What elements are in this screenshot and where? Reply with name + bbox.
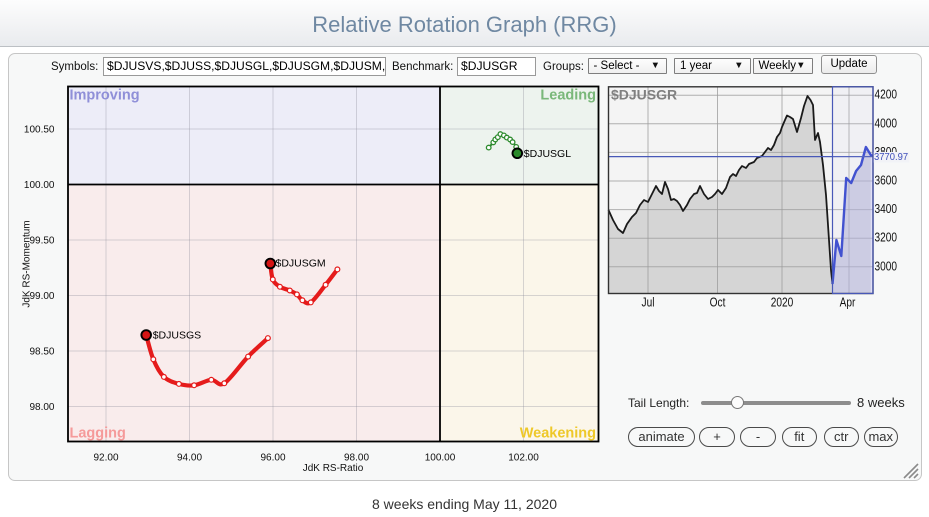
svg-text:3400: 3400 <box>875 202 898 216</box>
svg-text:102.00: 102.00 <box>508 453 539 464</box>
svg-text:Leading: Leading <box>540 88 596 104</box>
svg-text:$DJUSGR: $DJUSGR <box>611 87 677 103</box>
svg-text:3770.97: 3770.97 <box>874 152 909 164</box>
svg-text:94.00: 94.00 <box>177 453 202 464</box>
svg-text:92.00: 92.00 <box>93 453 118 464</box>
svg-text:Lagging: Lagging <box>70 426 126 442</box>
svg-text:$DJUSGM: $DJUSGM <box>276 258 326 270</box>
svg-text:Improving: Improving <box>70 88 140 104</box>
svg-text:98.50: 98.50 <box>29 347 54 358</box>
svg-text:JdK RS-Ratio: JdK RS-Ratio <box>303 463 364 474</box>
svg-text:3000: 3000 <box>875 259 898 273</box>
svg-text:98.00: 98.00 <box>29 402 54 413</box>
svg-text:$DJUSGS: $DJUSGS <box>153 330 201 342</box>
svg-text:Oct: Oct <box>710 295 726 309</box>
svg-text:98.00: 98.00 <box>344 453 369 464</box>
svg-text:3600: 3600 <box>875 173 898 187</box>
svg-text:99.50: 99.50 <box>29 236 54 247</box>
svg-text:Apr: Apr <box>840 295 856 309</box>
svg-text:96.00: 96.00 <box>260 453 285 464</box>
svg-text:100.00: 100.00 <box>425 453 456 464</box>
svg-text:100.50: 100.50 <box>24 125 55 136</box>
svg-text:100.00: 100.00 <box>24 180 55 191</box>
svg-text:4000: 4000 <box>875 116 898 130</box>
svg-text:2020: 2020 <box>771 295 794 309</box>
svg-text:99.00: 99.00 <box>29 291 54 302</box>
svg-text:JdK RS-Momentum: JdK RS-Momentum <box>22 220 33 307</box>
svg-text:Jul: Jul <box>642 295 655 309</box>
svg-text:4200: 4200 <box>875 88 898 102</box>
svg-text:$DJUSGL: $DJUSGL <box>524 148 571 160</box>
svg-text:3200: 3200 <box>875 231 898 245</box>
svg-text:Weakening: Weakening <box>520 426 596 442</box>
